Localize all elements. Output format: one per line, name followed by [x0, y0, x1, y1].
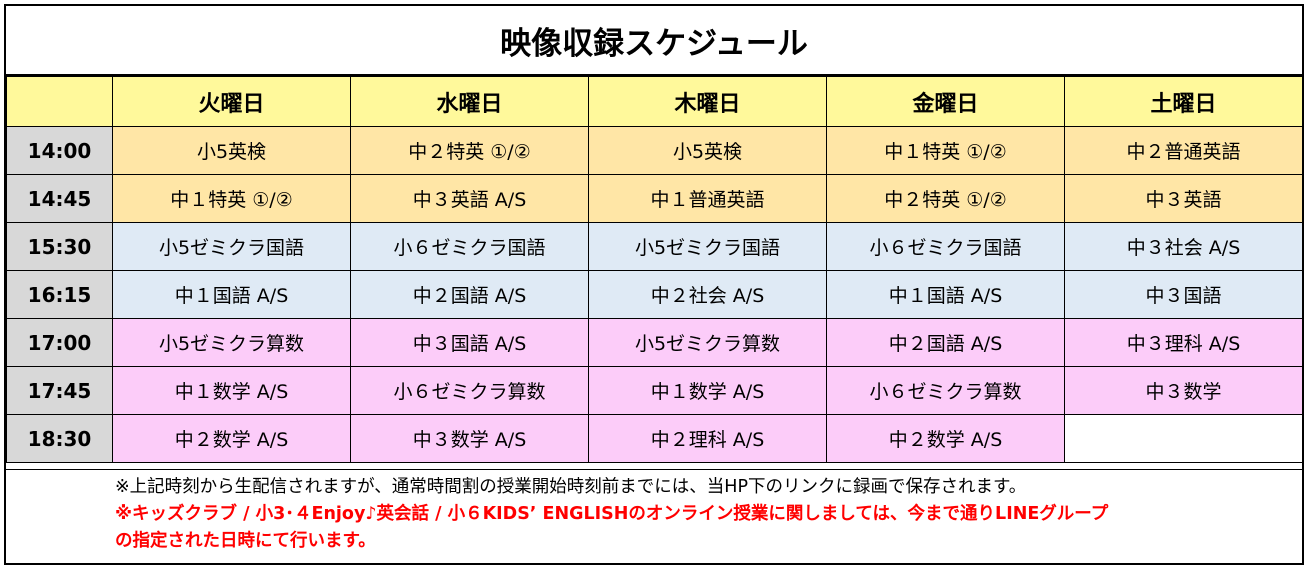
class-cell: 中１特英 ①/②: [826, 126, 1065, 175]
time-cell: 18:30: [6, 414, 113, 463]
class-cell: 中３社会 A/S: [1064, 222, 1303, 271]
table-row: 14:00 小5英検 中２特英 ①/② 小5英検 中１特英 ①/② 中２普通英語: [6, 126, 1303, 175]
time-cell: 14:00: [6, 126, 113, 175]
class-cell: 中１特英 ①/②: [112, 174, 351, 223]
class-cell: 小5英検: [112, 126, 351, 175]
empty-cell: [1064, 414, 1303, 463]
class-cell: 中１数学 A/S: [588, 366, 827, 415]
class-cell: 中３国語: [1064, 270, 1303, 319]
class-cell: 小5ゼミクラ算数: [112, 318, 351, 367]
online-class-notice: ※キッズクラブ / 小3･４Enjoy♪英会話 / 小６KIDS’ ENGLIS…: [115, 504, 1109, 524]
class-cell: 中２数学 A/S: [112, 414, 351, 463]
recording-note: ※上記時刻から生配信されますが、通常時間割の授業開始時刻前までには、当HP下のリ…: [115, 477, 1027, 497]
header-day: 火曜日: [112, 76, 351, 127]
class-cell: 小5ゼミクラ国語: [112, 222, 351, 271]
class-cell: 中３理科 A/S: [1064, 318, 1303, 367]
class-cell: 中２特英 ①/②: [826, 174, 1065, 223]
notes-section: ※上記時刻から生配信されますが、通常時間割の授業開始時刻前までには、当HP下のリ…: [6, 469, 1302, 563]
class-cell: 中２普通英語: [1064, 126, 1303, 175]
table-row: 16:15 中１国語 A/S 中２国語 A/S 中２社会 A/S 中１国語 A/…: [6, 270, 1303, 319]
class-cell: 小６ゼミクラ国語: [826, 222, 1065, 271]
class-cell: 中２特英 ①/②: [350, 126, 589, 175]
class-cell: 中１普通英語: [588, 174, 827, 223]
table-row: 14:45 中１特英 ①/② 中３英語 A/S 中１普通英語 中２特英 ①/② …: [6, 174, 1303, 223]
header-day: 水曜日: [350, 76, 589, 127]
class-cell: 小６ゼミクラ算数: [350, 366, 589, 415]
class-cell: 中２国語 A/S: [350, 270, 589, 319]
header-day: 木曜日: [588, 76, 827, 127]
class-cell: 中３英語: [1064, 174, 1303, 223]
time-cell: 17:45: [6, 366, 113, 415]
class-cell: 中１数学 A/S: [112, 366, 351, 415]
class-cell: 小5ゼミクラ算数: [588, 318, 827, 367]
schedule-frame: 映像収録スケジュール 火曜日 水曜日 木曜日 金曜日 土曜日 14:00 小5英…: [4, 4, 1304, 565]
class-cell: 中１国語 A/S: [826, 270, 1065, 319]
time-cell: 17:00: [6, 318, 113, 367]
header-day: 土曜日: [1064, 76, 1303, 127]
time-cell: 14:45: [6, 174, 113, 223]
class-cell: 中３英語 A/S: [350, 174, 589, 223]
class-cell: 小5英検: [588, 126, 827, 175]
class-cell: 小６ゼミクラ国語: [350, 222, 589, 271]
page-title: 映像収録スケジュール: [6, 6, 1302, 76]
table-header-row: 火曜日 水曜日 木曜日 金曜日 土曜日: [6, 76, 1303, 127]
class-cell: 中２数学 A/S: [826, 414, 1065, 463]
class-cell: 中２国語 A/S: [826, 318, 1065, 367]
class-cell: 中３数学: [1064, 366, 1303, 415]
table-row: 17:45 中１数学 A/S 小６ゼミクラ算数 中１数学 A/S 小６ゼミクラ算…: [6, 366, 1303, 415]
class-cell: 中３国語 A/S: [350, 318, 589, 367]
time-cell: 15:30: [6, 222, 113, 271]
table-row: 15:30 小5ゼミクラ国語 小６ゼミクラ国語 小5ゼミクラ国語 小６ゼミクラ国…: [6, 222, 1303, 271]
class-cell: 小６ゼミクラ算数: [826, 366, 1065, 415]
time-cell: 16:15: [6, 270, 113, 319]
header-corner: [6, 76, 113, 127]
class-cell: 中２社会 A/S: [588, 270, 827, 319]
online-class-notice-continued: の指定された日時にて行います。: [115, 531, 376, 551]
class-cell: 中２理科 A/S: [588, 414, 827, 463]
table-row: 17:00 小5ゼミクラ算数 中３国語 A/S 小5ゼミクラ算数 中２国語 A/…: [6, 318, 1303, 367]
table-row: 18:30 中２数学 A/S 中３数学 A/S 中２理科 A/S 中２数学 A/…: [6, 414, 1303, 463]
class-cell: 中３数学 A/S: [350, 414, 589, 463]
class-cell: 小5ゼミクラ国語: [588, 222, 827, 271]
class-cell: 中１国語 A/S: [112, 270, 351, 319]
schedule-table: 火曜日 水曜日 木曜日 金曜日 土曜日 14:00 小5英検 中２特英 ①/② …: [6, 76, 1303, 463]
header-day: 金曜日: [826, 76, 1065, 127]
